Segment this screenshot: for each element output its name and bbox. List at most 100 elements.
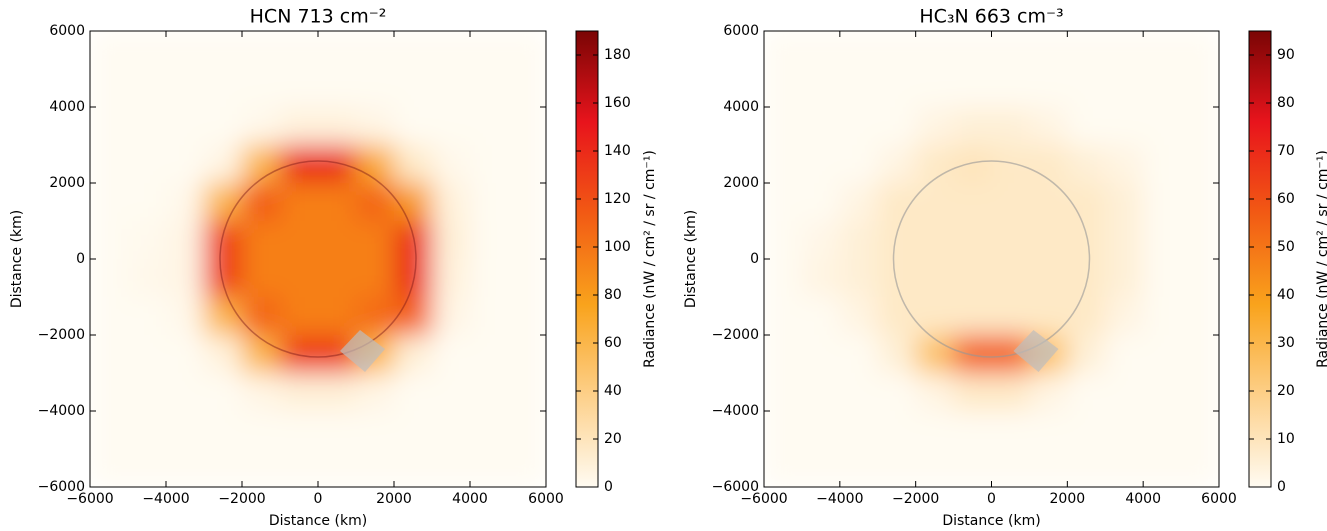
heat-cell [166,449,205,487]
colorbar-label: Radiance (nW / cm² / sr / cm⁻¹) [1315,150,1327,368]
heat-cell [764,107,803,146]
x-tick-label: 6000 [1201,491,1237,507]
heat-cell [166,221,205,260]
heat-cell [915,107,955,146]
heat-cell [166,145,205,184]
heat-cell [90,221,129,260]
y-tick-label: 4000 [723,99,759,115]
heat-cell [356,69,395,108]
heat-cell [839,373,879,412]
heat-cell [1067,221,1106,260]
x-tick-label: 4000 [452,491,488,507]
heat-cell [166,297,205,336]
heat-cell [318,221,357,260]
heat-cell [991,183,1030,222]
heat-cell [1067,335,1106,374]
heat-cell [1181,183,1219,222]
heat-cell [318,373,357,412]
heat-cell [1105,107,1144,146]
y-tick-label: 4000 [49,99,85,115]
heat-cell [1181,145,1219,184]
heat-cell [242,221,281,260]
heat-cell [432,335,471,374]
heat-cell [128,373,167,412]
heat-cell [839,335,879,374]
heat-cell [764,373,803,412]
colorbar-tick-label: 180 [604,47,631,63]
heat-cell [280,145,319,184]
colorbar-tick-label: 60 [604,335,622,351]
colorbar-tick-label: 40 [1277,287,1295,303]
heat-cell [166,335,205,374]
heat-cell [242,259,281,298]
heat-cell [204,297,243,336]
heat-cell [1029,259,1068,298]
heat-cell [953,335,992,374]
heat-cell [953,183,992,222]
heat-cell [242,69,281,108]
heat-cell [280,411,319,450]
heat-cell [394,145,433,184]
plot-area [90,31,546,487]
heat-cell [90,411,129,450]
heat-cell [1181,335,1219,374]
heat-cell [915,297,955,336]
colorbar-tick-label: 20 [604,431,622,447]
heat-cell [318,31,357,70]
x-tick-label: 0 [314,491,323,507]
heat-cell [508,449,546,487]
heat-cell [470,411,509,450]
heat-cell [801,259,841,298]
heat-cell [877,183,917,222]
heat-cell [280,221,319,260]
disk-outline [892,160,1091,358]
heat-cell [204,259,243,298]
heat-cell [953,373,992,412]
heat-cell [280,297,319,336]
heat-cell [356,145,395,184]
heat-cell [432,145,471,184]
y-tick-label: 2000 [723,175,759,191]
heat-cell [90,183,129,222]
heat-cell [128,183,167,222]
heat-cell [204,221,243,260]
heat-cell [1105,221,1144,260]
heat-cell [953,31,992,70]
heat-cell [915,373,955,412]
x-tick-label: 6000 [528,491,564,507]
heat-cell [508,335,546,374]
colorbar-tick-label: 30 [1277,335,1295,351]
colorbar-tick-label: 160 [604,95,631,111]
heat-cell [318,411,357,450]
heat-cell [242,411,281,450]
heat-cell [1105,297,1144,336]
heat-cell [991,107,1030,146]
heat-cell [508,145,546,184]
heat-cell [508,69,546,108]
heat-cell [1143,69,1182,108]
heat-cell [764,411,803,450]
heat-cell [764,31,803,70]
heat-cell [1105,69,1144,108]
heat-cell [432,373,471,412]
heat-cell [1067,259,1106,298]
heat-cell [128,297,167,336]
heat-cell [1029,107,1068,146]
heat-cell [839,297,879,336]
heat-cell [991,145,1030,184]
heat-cell [470,297,509,336]
heat-cell [166,107,205,146]
heat-cell [356,221,395,260]
shadow-patch [340,330,385,372]
heat-cell [470,145,509,184]
colorbar-tick-label: 0 [604,479,613,495]
heat-cell [1105,449,1144,487]
heat-cell [166,69,205,108]
y-tick-label: 6000 [723,23,759,39]
heat-cell [166,31,205,70]
heat-cell [915,183,955,222]
x-axis-label: Distance (km) [269,513,367,529]
colorbar-tick-label: 120 [604,191,631,207]
heat-cell [356,31,395,70]
heat-cell [204,183,243,222]
